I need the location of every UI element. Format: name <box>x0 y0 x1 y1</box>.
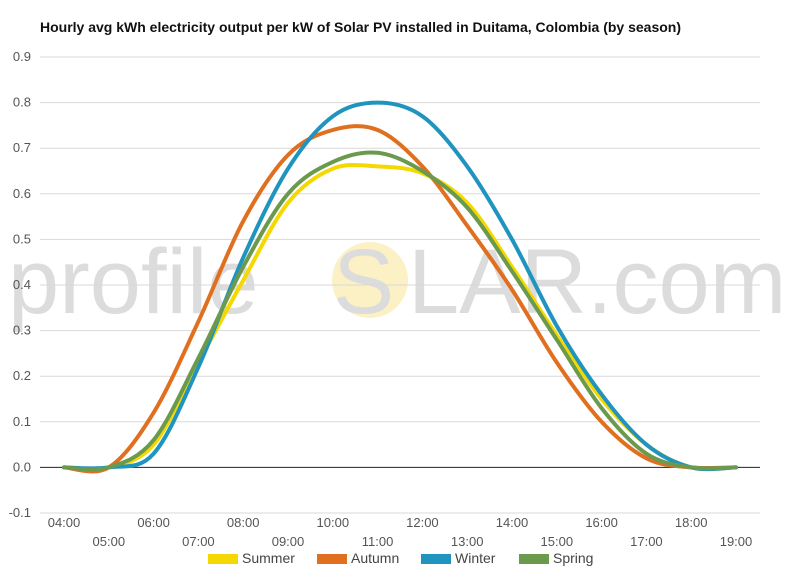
legend-label-spring: Spring <box>553 550 593 566</box>
x-tick-label: 09:00 <box>272 534 305 549</box>
x-tick-label: 13:00 <box>451 534 484 549</box>
chart-title: Hourly avg kWh electricity output per kW… <box>40 19 681 35</box>
x-axis-labels: 04:00 05:00 06:00 07:00 08:00 09:00 10:00 11:00… <box>48 515 753 549</box>
x-tick-label: 19:00 <box>720 534 753 549</box>
y-tick-label: 0.6 <box>13 186 31 201</box>
watermark-right: LAR.com <box>408 231 786 333</box>
series-line-autumn <box>62 124 738 474</box>
legend-swatch-spring <box>519 554 549 564</box>
series-lines <box>62 100 738 474</box>
x-tick-label: 15:00 <box>541 534 574 549</box>
x-tick-label: 05:00 <box>93 534 126 549</box>
x-tick-label: 11:00 <box>362 534 394 549</box>
x-tick-label: 07:00 <box>182 534 215 549</box>
x-tick-label: 16:00 <box>585 515 618 530</box>
x-tick-label: 08:00 <box>227 515 260 530</box>
legend-label-winter: Winter <box>455 550 496 566</box>
y-tick-label: -0.1 <box>9 505 31 520</box>
y-tick-label: 0.3 <box>13 323 31 338</box>
y-axis-labels: -0.1 0.0 0.1 0.2 0.3 0.4 0.5 0.6 0.7 0.8 0.9 <box>9 49 31 520</box>
x-tick-label: 12:00 <box>406 515 439 530</box>
watermark: profile S LAR.com <box>8 231 786 333</box>
y-tick-label: 0.9 <box>13 49 31 64</box>
gridlines <box>40 56 760 514</box>
y-tick-label: 0.4 <box>13 277 31 292</box>
legend-label-summer: Summer <box>242 550 295 566</box>
x-tick-label: 18:00 <box>675 515 708 530</box>
series-line-winter <box>62 100 738 472</box>
y-tick-label: 0.8 <box>13 95 31 110</box>
x-tick-label: 14:00 <box>496 515 529 530</box>
y-tick-label: 0.1 <box>13 414 31 429</box>
watermark-sun-icon <box>332 242 408 318</box>
legend-label-autumn: Autumn <box>351 550 399 566</box>
watermark-middle: S <box>333 231 394 333</box>
legend-swatch-summer <box>208 554 238 564</box>
series-line-spring <box>62 150 738 472</box>
y-tick-label: 0.0 <box>13 459 31 474</box>
y-tick-label: 0.2 <box>13 368 31 383</box>
legend: Summer Autumn Winter Spring <box>208 550 593 566</box>
x-tick-label: 04:00 <box>48 515 81 530</box>
legend-swatch-winter <box>421 554 451 564</box>
legend-swatch-autumn <box>317 554 347 564</box>
x-tick-label: 10:00 <box>317 515 350 530</box>
y-tick-label: 0.7 <box>13 140 31 155</box>
x-tick-label: 17:00 <box>630 534 663 549</box>
y-tick-label: 0.5 <box>13 231 31 246</box>
x-tick-label: 06:00 <box>137 515 170 530</box>
